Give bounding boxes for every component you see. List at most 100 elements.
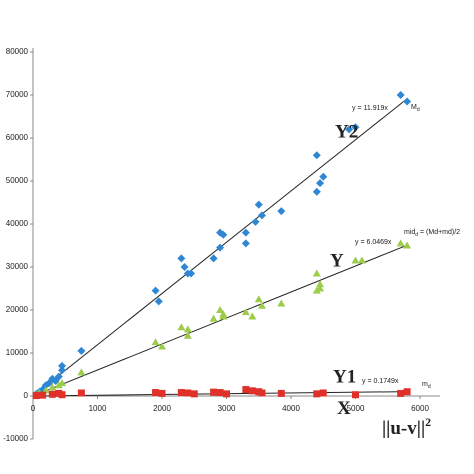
point	[316, 284, 325, 292]
point	[77, 389, 85, 397]
x-tick-label: 2000	[153, 404, 171, 413]
annotation-tail: = (Md+md)/2	[418, 229, 460, 236]
y-tick-label: 10000	[6, 348, 29, 357]
annotation-text: ||u-v||	[382, 418, 425, 439]
point	[58, 379, 67, 387]
y-tick-label: 20000	[6, 305, 29, 314]
point	[345, 125, 354, 134]
point	[223, 390, 230, 398]
y-tick-label: 40000	[6, 219, 29, 228]
point	[277, 389, 285, 397]
series-label: Y2	[335, 121, 358, 142]
point	[177, 389, 185, 397]
point	[219, 230, 228, 239]
y-tick-label: 60000	[6, 133, 29, 142]
x-tick-label: 6000	[411, 404, 429, 413]
trend-line	[32, 244, 408, 397]
point	[351, 256, 360, 264]
point	[48, 390, 56, 398]
point	[77, 368, 86, 376]
point	[257, 301, 266, 309]
series-label: Y1	[333, 366, 356, 387]
point	[216, 243, 225, 252]
annotation-sub: d	[428, 384, 431, 390]
point	[177, 323, 186, 331]
annotation-text: M	[411, 104, 417, 111]
point	[403, 388, 411, 396]
point	[403, 241, 412, 249]
point	[183, 331, 192, 339]
point	[397, 389, 405, 397]
x-tick-label: 0	[31, 404, 36, 413]
point	[316, 179, 325, 188]
point	[312, 269, 321, 277]
point	[316, 280, 325, 288]
series-label: Y	[330, 250, 344, 271]
point	[54, 372, 63, 381]
point	[39, 391, 47, 399]
point	[258, 389, 266, 397]
point	[32, 392, 40, 400]
point	[277, 207, 286, 216]
point	[396, 91, 405, 99]
y-tick-label: -10000	[3, 434, 28, 443]
point	[152, 389, 160, 397]
annotation: md	[422, 381, 431, 390]
annotation: X	[337, 398, 351, 419]
point	[183, 325, 192, 333]
x-tick-label: 5000	[347, 404, 365, 413]
point	[58, 391, 66, 399]
point	[241, 239, 250, 248]
point	[158, 389, 166, 397]
point	[312, 151, 321, 160]
point	[277, 299, 286, 307]
point	[184, 389, 192, 397]
point	[241, 308, 250, 316]
annotation-text: X	[337, 398, 351, 419]
point	[319, 172, 328, 181]
annotation: ||u-v||2	[382, 415, 431, 440]
point	[77, 346, 86, 355]
point	[241, 228, 250, 237]
point	[210, 388, 218, 396]
x-tick-label: 4000	[282, 404, 300, 413]
y-tick-label: 30000	[6, 262, 29, 271]
point	[209, 314, 218, 322]
point	[187, 269, 196, 278]
annotation-text: m	[422, 381, 428, 388]
point	[403, 97, 412, 106]
trend-equation: y = 0.1749x	[362, 378, 399, 385]
point	[180, 263, 189, 271]
point	[216, 306, 225, 313]
point	[177, 254, 186, 263]
point	[351, 123, 360, 132]
point	[219, 312, 228, 320]
point	[58, 366, 67, 375]
point	[216, 389, 224, 397]
point	[248, 312, 257, 320]
point	[209, 254, 218, 263]
annotation: Md	[411, 104, 420, 113]
point	[319, 389, 327, 397]
point	[154, 297, 163, 306]
point	[313, 390, 321, 398]
point	[396, 239, 405, 247]
y-tick-label: 80000	[6, 47, 29, 56]
point	[257, 211, 266, 220]
trend-equation: y = 11.919x	[352, 105, 388, 112]
x-tick-label: 3000	[218, 404, 236, 413]
point	[251, 217, 260, 226]
point	[254, 295, 263, 303]
point	[352, 391, 359, 399]
annotation-sub: d	[415, 232, 418, 238]
point	[151, 286, 160, 295]
annotation: midd = (Md+md)/2	[404, 229, 460, 238]
y-tick-label: 50000	[6, 176, 29, 185]
point	[357, 256, 366, 264]
point	[48, 383, 57, 391]
annotation-sup: 2	[425, 415, 431, 429]
point	[58, 361, 67, 370]
annotation-text: mid	[404, 229, 415, 236]
point	[254, 200, 263, 209]
